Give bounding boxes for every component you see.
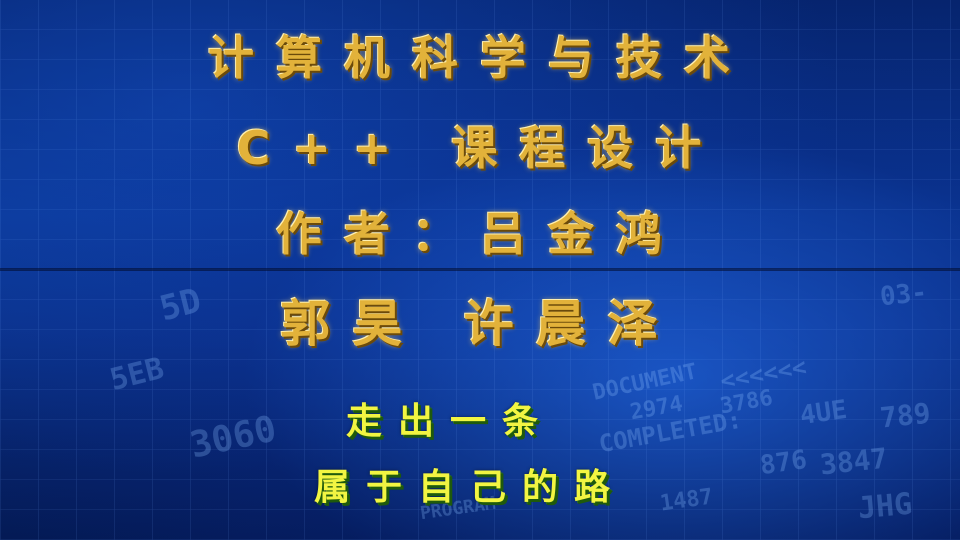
slogan-line-1: 走出一条 <box>345 401 554 442</box>
panel-seam <box>0 268 960 271</box>
title-major: 计算机科学与技术 <box>208 31 752 85</box>
title-author: 作者：吕金鸿 <box>276 207 684 261</box>
slogan-line-2: 属于自己的路 <box>313 467 626 508</box>
title-course: C++ 课程设计 <box>236 121 724 175</box>
title-coauthors: 郭昊 许晨泽 <box>280 295 680 353</box>
